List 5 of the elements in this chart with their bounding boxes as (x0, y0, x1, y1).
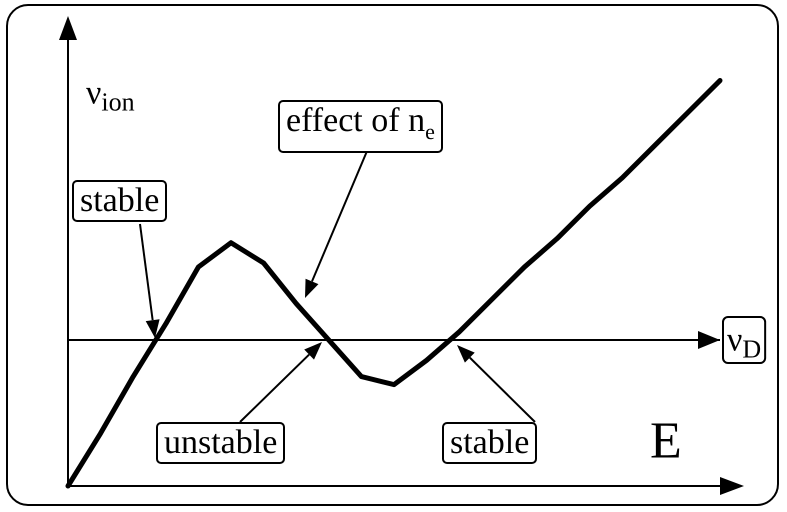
annotation: stable (72, 180, 168, 222)
annotation: unstable (156, 422, 286, 464)
annotation: stable (442, 422, 538, 464)
x-axis-title: E (650, 412, 682, 470)
annotation: effect of n$_{e}$ (278, 100, 443, 153)
